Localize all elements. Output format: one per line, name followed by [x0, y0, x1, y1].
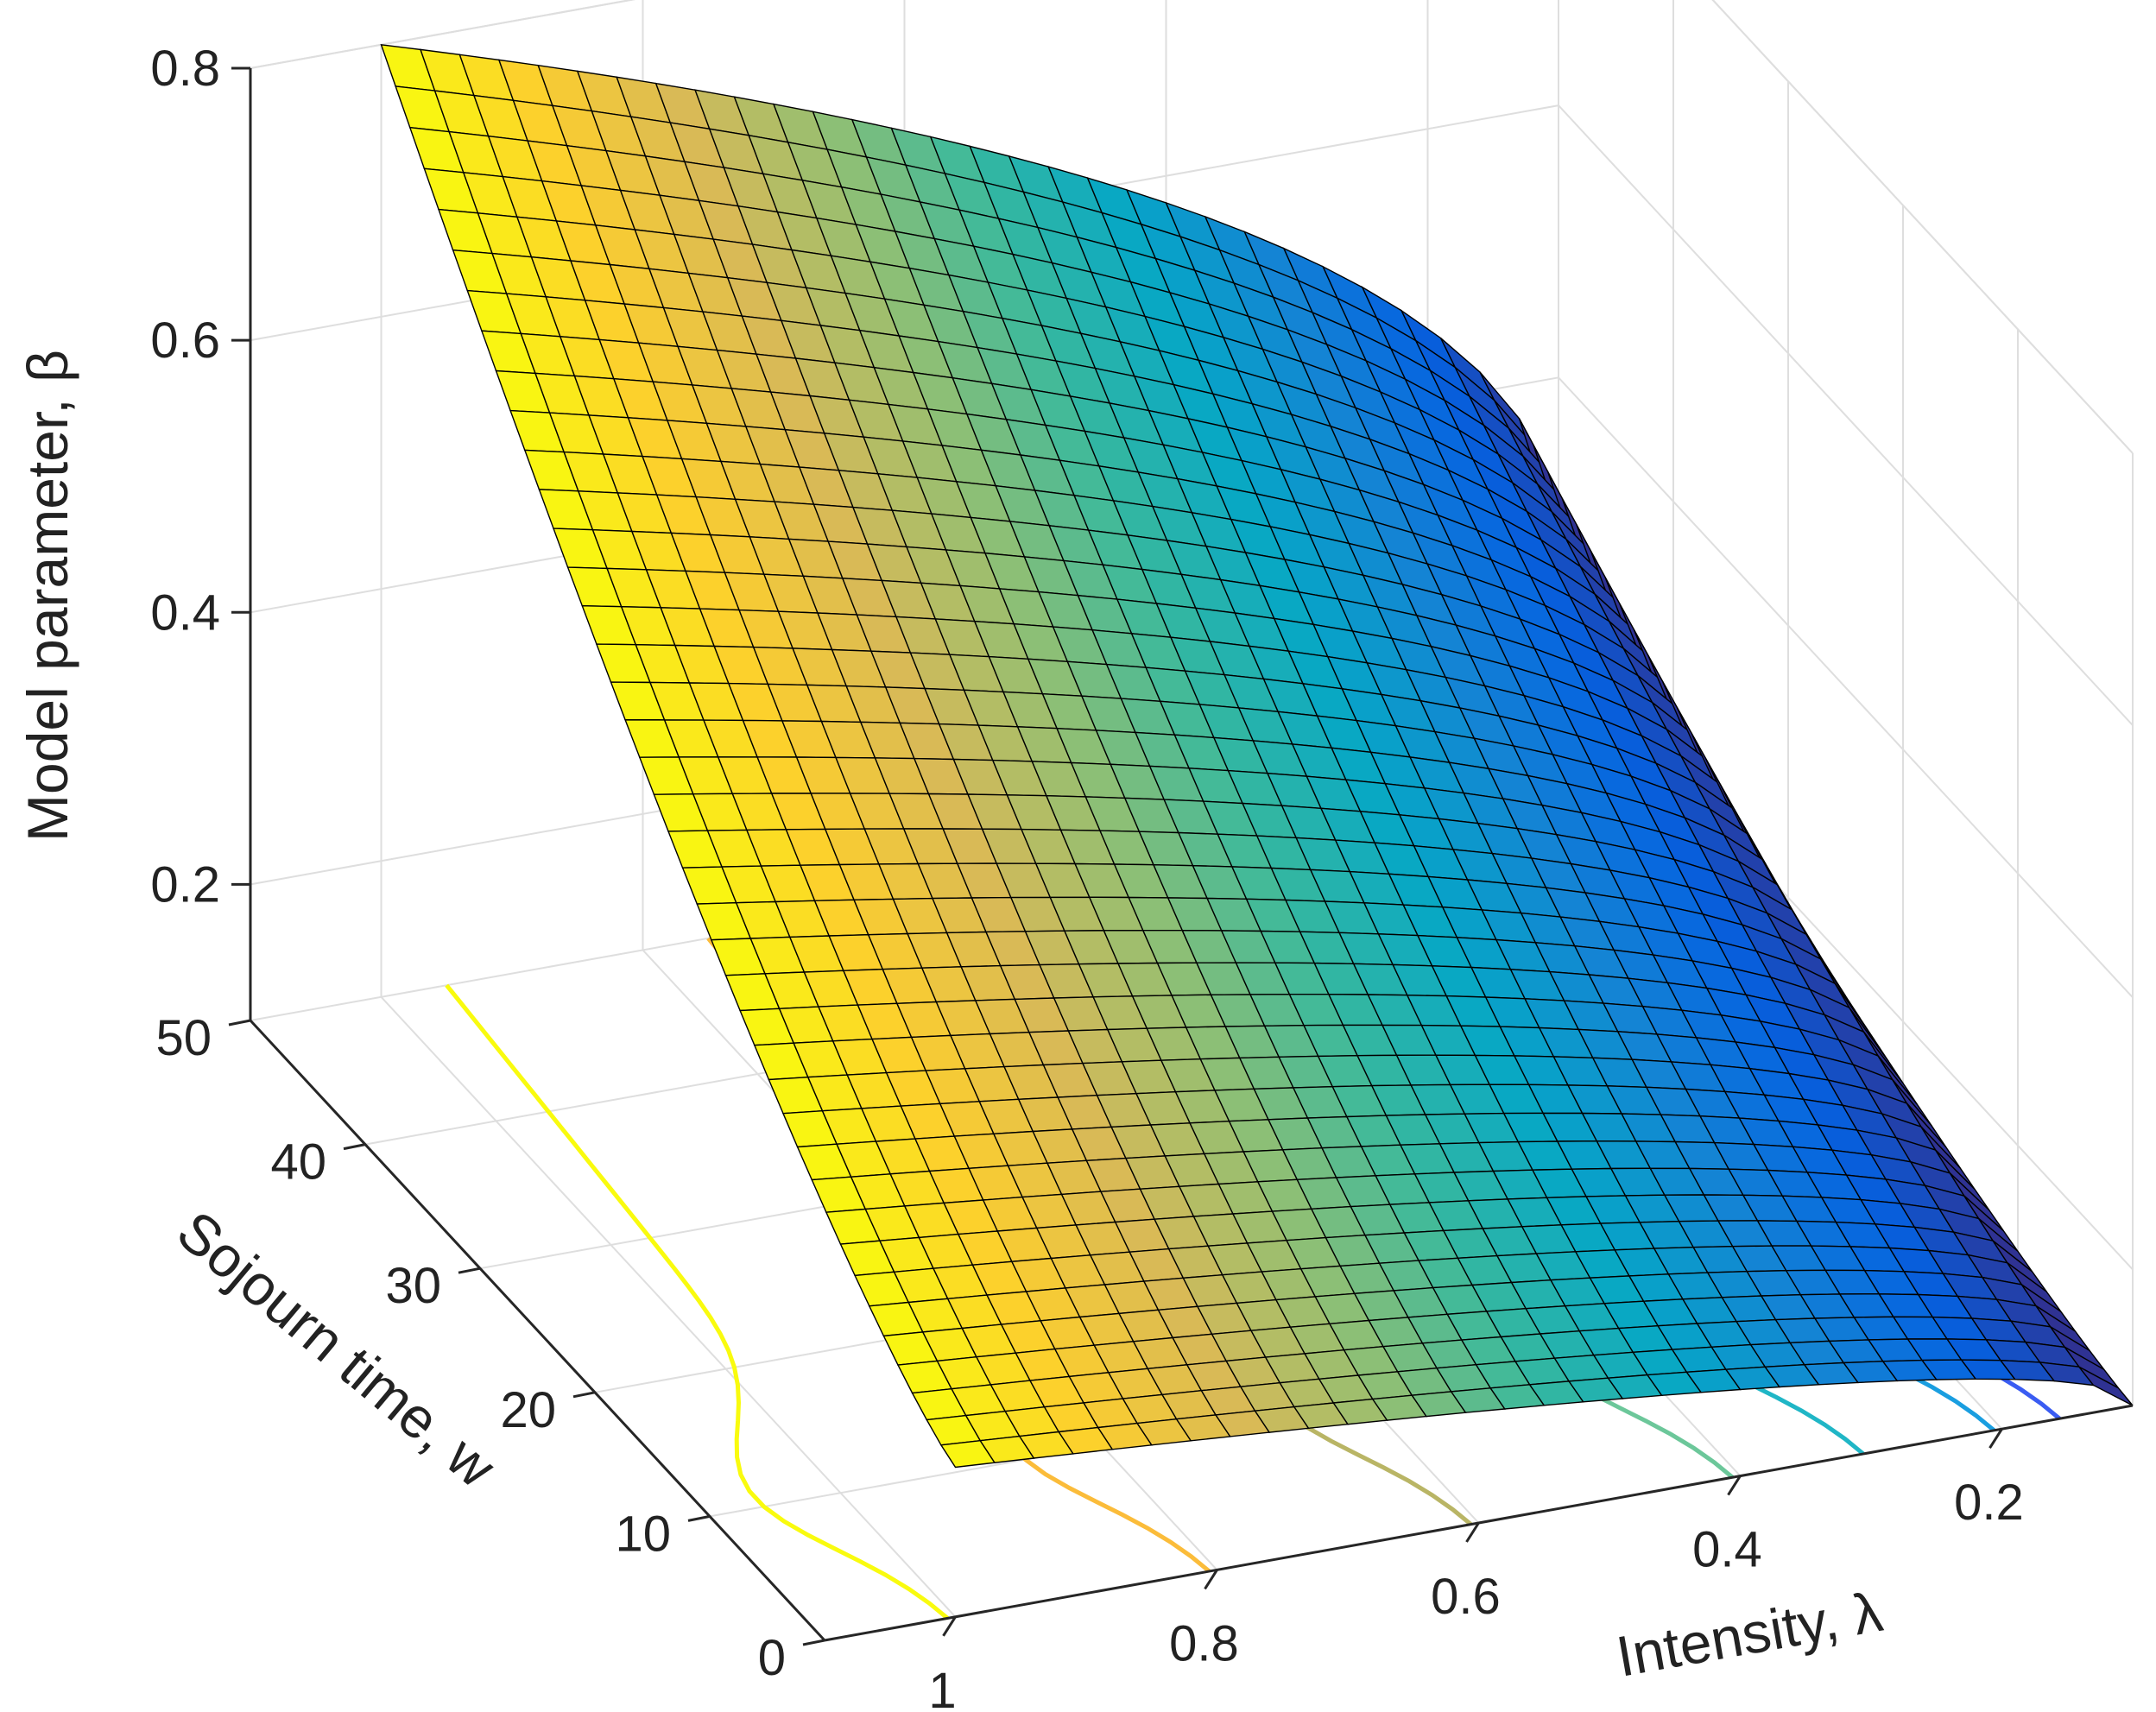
z-tick-label: 0.8: [150, 41, 220, 97]
y-tick-label: 40: [270, 1134, 326, 1191]
surface-mesh: [380, 43, 2134, 1469]
z-tick-label: 0.2: [150, 856, 220, 913]
y-tick-label: 0: [758, 1630, 786, 1686]
x-axis-label: Intensity, λ: [1612, 1579, 1887, 1689]
axis-lines: [228, 66, 2134, 1646]
z-axis-label: Model parameter, β: [16, 350, 79, 842]
y-tick-label: 50: [155, 1010, 212, 1066]
left-pane: [1558, 0, 2134, 1406]
x-tick-label: 0.6: [1431, 1569, 1501, 1625]
y-tick-label: 10: [615, 1506, 671, 1562]
x-tick-label: 0.2: [1954, 1475, 2024, 1531]
z-tick-label: 0.6: [150, 313, 220, 369]
x-tick-label: 0.8: [1169, 1615, 1239, 1671]
y-tick-label: 20: [500, 1382, 556, 1438]
y-tick-label: 30: [385, 1258, 441, 1314]
surface-cell: [2078, 1366, 2134, 1406]
x-tick-label: 1: [928, 1663, 956, 1712]
z-tick-label: 0.4: [150, 584, 220, 641]
contour-line-0: [445, 983, 950, 1620]
y-axis-line: [249, 1019, 826, 1642]
x-tick-label: 0.4: [1692, 1522, 1762, 1578]
tick-labels: 0.2 0.4 0.6 0.8 0 10 20 30 40 50 1 0.8 0.6 0.4 0.2: [150, 41, 2023, 1712]
